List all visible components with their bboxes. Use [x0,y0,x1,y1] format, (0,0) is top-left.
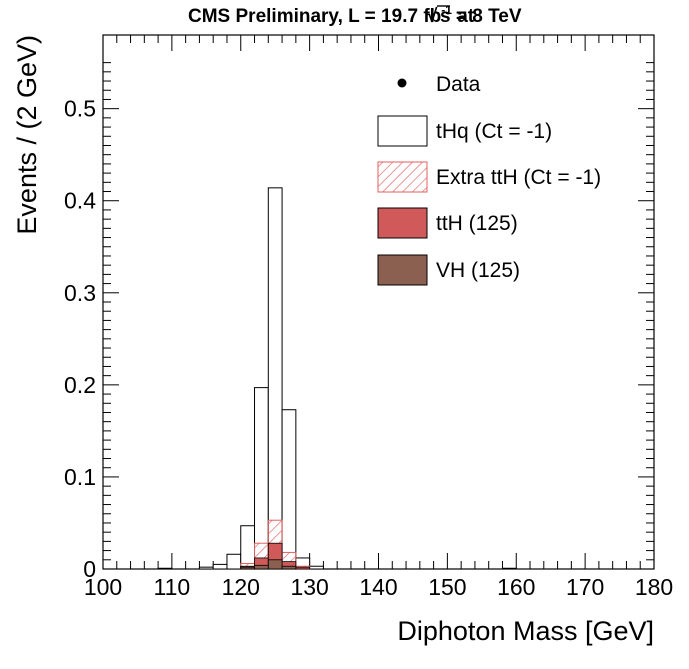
legend-label-thq: tHq (Ct = -1) [436,120,552,143]
legend-extra-tth-swatch [377,161,428,193]
bar-thq-ct-1 [281,409,297,570]
y-tick-label: 0.4 [64,188,96,214]
tick-labels: 100 110 120 130 140 150 160 170 180 0 0.1 0.2 0.3 0.4… [64,96,673,600]
bar-vh-125 [281,565,297,570]
legend-label-extra-tth: Extra ttH (Ct = -1) [436,166,601,189]
bar-tth-125 [295,566,311,570]
legend-label-data: Data [436,73,481,96]
y-tick-label: 0 [83,556,96,582]
legend-tth-swatch [377,207,428,239]
y-tick-label: 0.2 [64,372,96,398]
bar-thq-ct-1 [309,565,324,570]
x-tick-label: 110 [154,574,191,600]
bar-thq-ct-1 [267,187,283,570]
plot-frame [102,34,655,570]
x-tick-label: 150 [428,574,466,600]
bar-thq-ct-1 [240,525,256,570]
chart-title: CMS Preliminary, L = 19.7 fb-1 at [188,3,475,27]
bar-thq-ct-1 [501,567,517,570]
legend-thq-swatch [377,115,428,147]
bar-thq-ct-1 [157,567,173,570]
legend-label-vh: VH (125) [436,259,520,282]
histograms [157,187,517,570]
title-energy: s = 8 TeV [440,6,522,27]
x-tick-label: 160 [497,574,535,600]
x-tick-label: 100 [84,574,122,600]
title-sqrt-symbol: √ [427,6,438,27]
title-at: at [452,6,475,27]
title-main: CMS Preliminary, L = 19.7 fb [188,6,441,27]
legend-vh-swatch [377,254,428,286]
axis-ticks [102,35,655,570]
x-tick-label: 170 [566,574,604,600]
bar-vh-125 [254,564,269,570]
y-tick-label: 0.3 [64,280,96,306]
y-tick-label: 0.1 [64,464,96,490]
legend: Data tHq (Ct = -1) Extra ttH (Ct = -1) t… [377,73,601,286]
bar-thq-ct-1 [254,387,269,570]
legend-data-marker [397,78,407,88]
bar-thq-ct-1 [226,553,242,570]
bar-thq-ct-1 [198,566,214,570]
y-tick-label: 0.5 [64,96,96,122]
bar-vh-125 [267,559,283,570]
bar-vh-125 [240,566,255,570]
y-axis-label: Events / (2 GeV) [12,35,42,235]
x-tick-label: 180 [635,574,673,600]
legend-label-tth: ttH (125) [436,212,518,235]
x-tick-label: 120 [222,574,260,600]
x-axis-label: Diphoton Mass [GeV] [397,616,654,646]
bar-thq-ct-1 [212,563,228,570]
x-tick-label: 140 [359,574,397,600]
title-exponent: -1 [441,3,452,17]
x-tick-label: 130 [290,574,328,600]
